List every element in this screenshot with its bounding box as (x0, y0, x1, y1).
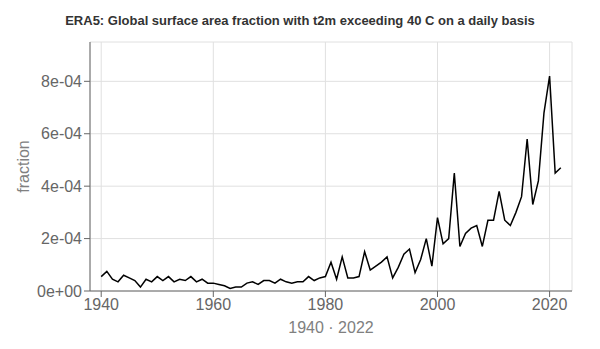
svg-text:6e-04: 6e-04 (41, 125, 82, 142)
html-text:ERA5: Global surface area frac: ERA5: Global surface area fraction with … (65, 13, 535, 28)
svg-text:fraction: fraction (15, 140, 32, 192)
svg-text:1980: 1980 (308, 296, 344, 313)
svg-text:0e+00: 0e+00 (37, 283, 82, 300)
svg-text:1960: 1960 (196, 296, 232, 313)
svg-text:4e-04: 4e-04 (41, 178, 82, 195)
svg-text:2020: 2020 (532, 296, 568, 313)
svg-text:1940 · 2022: 1940 · 2022 (288, 319, 374, 336)
svg-text:2000: 2000 (420, 296, 456, 313)
svg-text:2e-04: 2e-04 (41, 230, 82, 247)
svg-text:8e-04: 8e-04 (41, 73, 82, 90)
svg-text:1940: 1940 (83, 296, 119, 313)
